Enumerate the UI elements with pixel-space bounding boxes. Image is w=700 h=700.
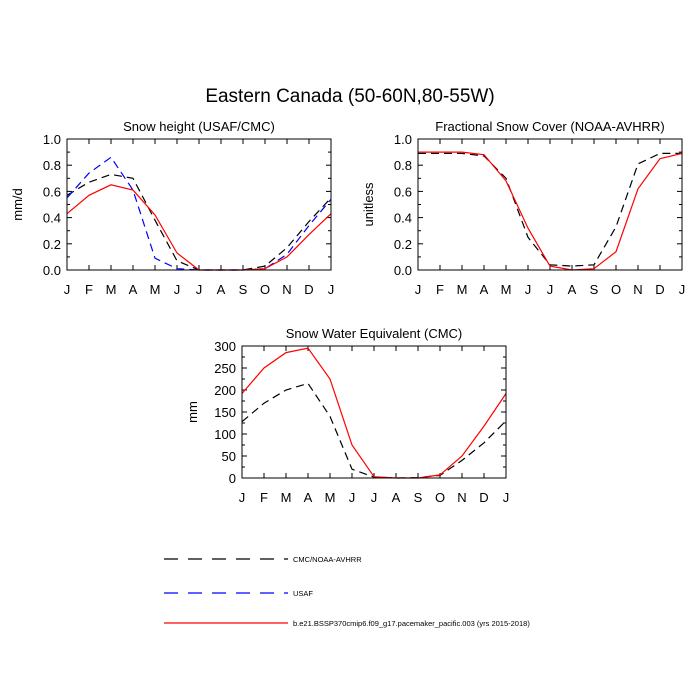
x-tick-label: O [611, 282, 621, 297]
x-tick-label: A [217, 282, 226, 297]
x-tick-label: J [239, 490, 246, 505]
y-tick-label: 150 [214, 405, 236, 420]
legend-label: USAF [293, 589, 313, 598]
x-tick-label: J [679, 282, 686, 297]
x-tick-label: A [304, 490, 313, 505]
y-tick-label: 50 [222, 449, 236, 464]
y-tick-label: 0.0 [43, 263, 61, 278]
series-line [66, 184, 332, 271]
x-tick-label: A [568, 282, 577, 297]
x-tick-label: M [281, 490, 292, 505]
series-line [66, 173, 332, 271]
x-tick-label: S [590, 282, 599, 297]
series-line [418, 152, 682, 267]
y-tick-label: 300 [214, 339, 236, 354]
y-tick-label: 0.2 [394, 237, 412, 252]
series-line [241, 382, 507, 479]
x-tick-label: F [260, 490, 268, 505]
chart-panel-3: Snow Water Equivalent (CMC) mm 0 50 100 150 20… [185, 326, 509, 505]
x-tick-label: D [304, 282, 313, 297]
chart-title: Snow height (USAF/CMC) [123, 119, 275, 134]
x-tick-label: N [633, 282, 642, 297]
y-tick-label: 100 [214, 427, 236, 442]
series-line [418, 151, 683, 271]
x-tick-label: A [480, 282, 489, 297]
x-tick-label: F [436, 282, 444, 297]
plot-frame [66, 138, 332, 271]
y-tick-label: 0.0 [394, 263, 412, 278]
x-tick-label: A [392, 490, 401, 505]
page-title: Eastern Canada (50-60N,80-55W) [205, 86, 495, 107]
x-tick-label: M [325, 490, 336, 505]
y-tick-label: 1.0 [43, 132, 61, 147]
y-tick-label: 1.0 [394, 132, 412, 147]
chart-panel-2: Fractional Snow Cover (NOAA-AVHRR) unitle… [361, 119, 685, 297]
x-tick-label: O [260, 282, 270, 297]
x-tick-label: O [435, 490, 445, 505]
legend-label: b.e21.BSSP370cmip6.f09_g17.pacemaker_pac… [293, 619, 530, 628]
x-tick-label: J [196, 282, 203, 297]
x-tick-label: A [129, 282, 138, 297]
x-tick-label: M [501, 282, 512, 297]
y-tick-label: 0 [229, 471, 236, 486]
y-tick-label: 0.6 [394, 184, 412, 199]
plot-frame [417, 138, 683, 271]
x-tick-label: M [106, 282, 117, 297]
series-line [241, 347, 507, 479]
chart-title: Snow Water Equivalent (CMC) [286, 326, 463, 341]
y-tick-label: 200 [214, 383, 236, 398]
x-tick-label: M [457, 282, 468, 297]
chart-title: Fractional Snow Cover (NOAA-AVHRR) [435, 119, 664, 134]
y-tick-label: 250 [214, 361, 236, 376]
plot-frame [241, 345, 507, 479]
x-tick-label: N [457, 490, 466, 505]
y-axis-label: unitless [361, 182, 376, 227]
x-tick-label: J [64, 282, 71, 297]
x-tick-label: S [239, 282, 248, 297]
y-tick-label: 0.2 [43, 237, 61, 252]
x-tick-label: N [282, 282, 291, 297]
x-tick-label: J [174, 282, 181, 297]
legend-label: CMC/NOAA-AVHRR [293, 555, 362, 564]
y-axis-label: mm [185, 401, 200, 423]
x-tick-label: D [479, 490, 488, 505]
y-tick-label: 0.6 [43, 184, 61, 199]
x-tick-label: S [414, 490, 423, 505]
x-tick-label: J [415, 282, 422, 297]
x-tick-label: F [85, 282, 93, 297]
y-tick-label: 0.8 [394, 158, 412, 173]
x-tick-label: J [349, 490, 356, 505]
y-axis-label: mm/d [10, 188, 25, 221]
chart-panel-1: Snow height (USAF/CMC) mm/d 0.0 0.2 0.4 0.6 0.… [10, 119, 334, 297]
x-tick-label: D [655, 282, 664, 297]
y-tick-label: 0.8 [43, 158, 61, 173]
x-tick-label: J [547, 282, 554, 297]
y-tick-label: 0.4 [394, 211, 412, 226]
y-tick-label: 0.4 [43, 211, 61, 226]
legend: CMC/NOAA-AVHRR USAF b.e21.BSSP370cmip6.f09… [164, 555, 530, 628]
x-tick-label: M [150, 282, 161, 297]
x-tick-label: J [525, 282, 532, 297]
x-tick-label: J [328, 282, 335, 297]
x-tick-label: J [503, 490, 510, 505]
x-tick-label: J [371, 490, 378, 505]
